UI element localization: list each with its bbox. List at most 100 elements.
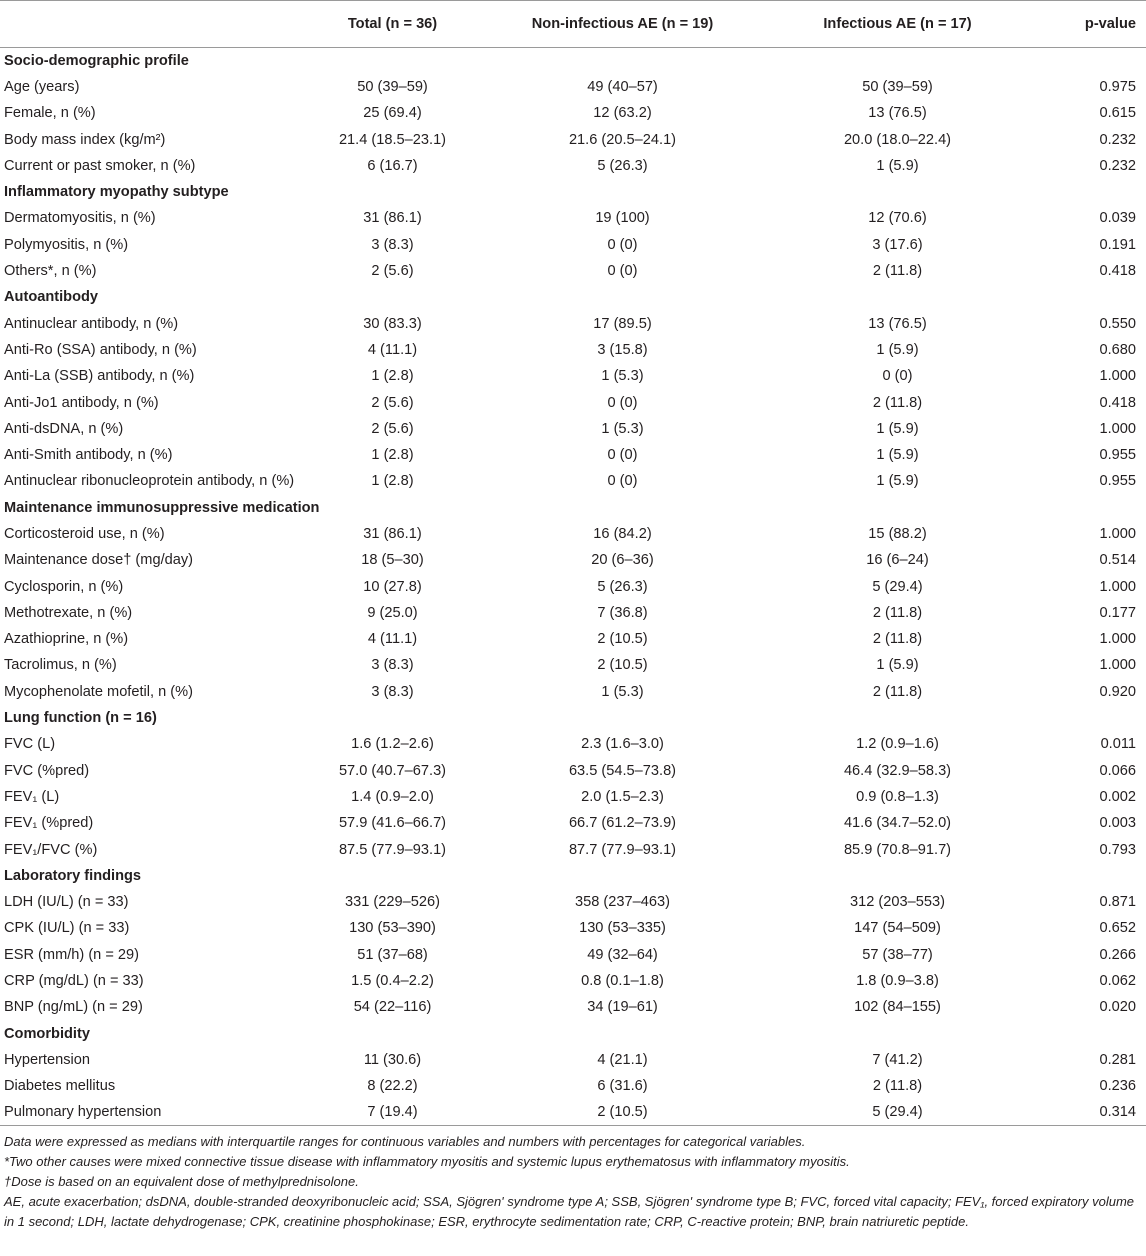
- row-label: Polymyositis, n (%): [4, 236, 129, 253]
- row-label: FEV₁ (%pred): [4, 815, 94, 832]
- cell-pvalue: 0.062: [1099, 973, 1136, 990]
- cell-pvalue: 0.066: [1099, 762, 1136, 779]
- cell-total: 1.4 (0.9–2.0): [351, 788, 434, 805]
- cell-total: 4 (11.1): [367, 341, 418, 358]
- row-label: Anti-dsDNA, n (%): [4, 420, 124, 437]
- table-row: CRP (mg/dL) (n = 33) 1.5 (0.4–2.2) 0.8 (0.…: [0, 968, 1146, 994]
- cell-noninfectious: 16 (84.2): [593, 525, 652, 542]
- cell-noninfectious: 20 (6–36): [591, 552, 654, 569]
- cell-infectious: 2 (11.8): [872, 1078, 923, 1095]
- cell-noninfectious: 0 (0): [607, 394, 638, 411]
- cell-noninfectious: 19 (100): [595, 210, 650, 227]
- cell-noninfectious: 130 (53–335): [579, 920, 666, 937]
- cell-pvalue: 0.652: [1099, 920, 1136, 937]
- row-label: CPK (IU/L) (n = 33): [4, 920, 130, 937]
- table-row: ESR (mm/h) (n = 29) 51 (37–68) 49 (32–64) 5…: [0, 942, 1146, 968]
- cell-pvalue: 1.000: [1099, 578, 1136, 595]
- cell-total: 51 (37–68): [357, 946, 428, 963]
- cell-total: 2 (5.6): [371, 394, 414, 411]
- row-label: Dermatomyositis, n (%): [4, 210, 156, 227]
- cell-pvalue: 0.314: [1035, 1099, 1146, 1127]
- cell-infectious: 0 (0): [882, 368, 913, 385]
- row-label: Azathioprine, n (%): [4, 631, 129, 648]
- header-label: [0, 0, 300, 48]
- row-label: Antinuclear ribonucleoprotein antibody, …: [4, 473, 295, 490]
- cell-infectious: 2 (11.8): [872, 604, 923, 621]
- header-noninfectious: Non-infectious AE (n = 19): [485, 0, 760, 48]
- cell-noninfectious: 2.0 (1.5–2.3): [581, 788, 664, 805]
- cell-infectious: 13 (76.5): [868, 315, 927, 332]
- cell-total: 2 (5.6): [371, 263, 414, 280]
- cell-total: 1.6 (1.2–2.6): [351, 736, 434, 753]
- table-row: Tacrolimus, n (%) 3 (8.3) 2 (10.5) 1 (5.9) 1…: [0, 652, 1146, 678]
- section-row: Inflammatory myopathy subtype: [0, 179, 1146, 205]
- cell-total: 1 (2.8): [371, 473, 414, 490]
- cell-noninfectious: 66.7 (61.2–73.9): [568, 815, 677, 832]
- cell-noninfectious: 12 (63.2): [593, 105, 652, 122]
- row-label: FEV₁ (L): [4, 788, 60, 805]
- table-row: Azathioprine, n (%) 4 (11.1) 2 (10.5) 2 (11…: [0, 626, 1146, 652]
- row-label: FVC (L): [4, 736, 56, 753]
- cell-pvalue: 0.975: [1099, 78, 1136, 95]
- cell-noninfectious: 0 (0): [607, 236, 638, 253]
- cell-infectious: 15 (88.2): [868, 525, 927, 542]
- cell-pvalue: 0.003: [1099, 815, 1136, 832]
- cell-infectious: 2 (11.8): [872, 683, 923, 700]
- cell-pvalue: 1.000: [1099, 420, 1136, 437]
- cell-total: 8 (22.2): [367, 1078, 418, 1095]
- section-row: Comorbidity: [0, 1020, 1146, 1046]
- table-row: Methotrexate, n (%) 9 (25.0) 7 (36.8) 2 (11…: [0, 600, 1146, 626]
- row-label: Methotrexate, n (%): [4, 604, 133, 621]
- row-label: Age (years): [4, 78, 80, 95]
- cell-infectious: 0.9 (0.8–1.3): [856, 788, 939, 805]
- section-row: Lung function (n = 16): [0, 705, 1146, 731]
- cell-total: 57.9 (41.6–66.7): [338, 815, 447, 832]
- row-label: LDH (IU/L) (n = 33): [4, 894, 129, 911]
- section-title: Lung function (n = 16): [4, 710, 157, 727]
- cell-pvalue: 1.000: [1099, 631, 1136, 648]
- cell-infectious: 1 (5.9): [876, 447, 919, 464]
- row-label: Body mass index (kg/m²): [4, 131, 166, 148]
- table-row: Corticosteroid use, n (%) 31 (86.1) 16 (84…: [0, 521, 1146, 547]
- table-row: Anti-dsDNA, n (%) 2 (5.6) 1 (5.3) 1 (5.9) 1.…: [0, 416, 1146, 442]
- cell-infectious: 13 (76.5): [868, 105, 927, 122]
- table-row: Antinuclear antibody, n (%) 30 (83.3) 17 (…: [0, 310, 1146, 336]
- cell-total: 87.5 (77.9–93.1): [338, 841, 447, 858]
- section-row: Autoantibody: [0, 284, 1146, 310]
- row-label: Corticosteroid use, n (%): [4, 525, 165, 542]
- cell-infectious: 2 (11.8): [872, 631, 923, 648]
- cell-total: 31 (86.1): [363, 210, 422, 227]
- cell-total: 18 (5–30): [361, 552, 424, 569]
- row-label: ESR (mm/h) (n = 29): [4, 946, 140, 963]
- table-row: FVC (L) 1.6 (1.2–2.6) 2.3 (1.6–3.0) 1.2 (0.…: [0, 731, 1146, 757]
- table-row: Mycophenolate mofetil, n (%) 3 (8.3) 1 (5.…: [0, 679, 1146, 705]
- cell-noninfectious: 21.6 (20.5–24.1): [568, 131, 677, 148]
- table-header: Total (n = 36) Non-infectious AE (n = 19…: [0, 0, 1146, 48]
- cell-total: 1.5 (0.4–2.2): [351, 973, 434, 990]
- cell-pvalue: 0.011: [1100, 736, 1136, 753]
- row-label: CRP (mg/dL) (n = 33): [4, 973, 144, 990]
- cell-noninfectious: 49 (32–64): [587, 946, 658, 963]
- table-row: LDH (IU/L) (n = 33) 331 (229–526) 358 (237…: [0, 889, 1146, 915]
- cell-total: 3 (8.3): [371, 236, 414, 253]
- cell-infectious: 41.6 (34.7–52.0): [843, 815, 952, 832]
- cell-infectious: 312 (203–553): [850, 894, 945, 911]
- table-row: Anti-Ro (SSA) antibody, n (%) 4 (11.1) 3 (…: [0, 337, 1146, 363]
- table-row: Diabetes mellitus 8 (22.2) 6 (31.6) 2 (11.8…: [0, 1073, 1146, 1099]
- cell-infectious: 16 (6–24): [866, 552, 929, 569]
- cell-pvalue: 0.002: [1099, 788, 1136, 805]
- cell-infectious: 3 (17.6): [872, 236, 923, 253]
- cell-infectious: 102 (84–155): [854, 999, 941, 1016]
- row-label: Cyclosporin, n (%): [4, 578, 124, 595]
- cell-infectious: 85.9 (70.8–91.7): [843, 841, 952, 858]
- cell-total: 2 (5.6): [371, 420, 414, 437]
- cell-pvalue: 0.514: [1099, 552, 1136, 569]
- cell-total: 30 (83.3): [363, 315, 422, 332]
- table-row: FEV₁ (L) 1.4 (0.9–2.0) 2.0 (1.5–2.3) 0.9 (0…: [0, 784, 1146, 810]
- header-pvalue: p-value: [1035, 0, 1146, 48]
- table-row: Hypertension 11 (30.6) 4 (21.1) 7 (41.2) 0.2…: [0, 1047, 1146, 1073]
- table-row: Anti-Jo1 antibody, n (%) 2 (5.6) 0 (0) 2 (1…: [0, 389, 1146, 415]
- cell-total: 1 (2.8): [371, 447, 414, 464]
- table-row: Pulmonary hypertension 7 (19.4) 2 (10.5) 5 …: [0, 1099, 1146, 1127]
- cell-pvalue: 0.266: [1099, 946, 1136, 963]
